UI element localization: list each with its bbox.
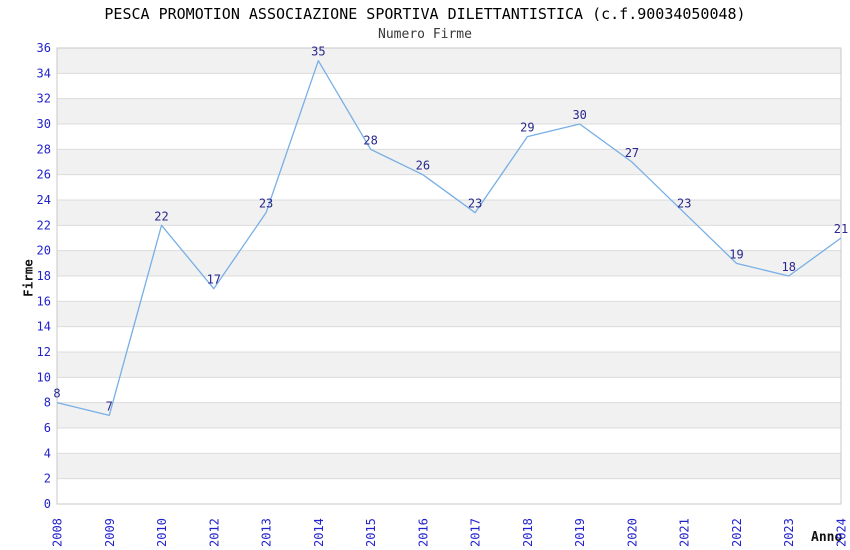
svg-text:2020: 2020	[625, 518, 639, 547]
svg-text:4: 4	[44, 446, 51, 460]
svg-text:26: 26	[37, 168, 51, 182]
plot-border	[56, 47, 842, 505]
svg-text:2021: 2021	[678, 518, 692, 547]
svg-text:2009: 2009	[103, 518, 117, 547]
svg-text:21: 21	[834, 222, 848, 236]
series-line	[56, 60, 842, 416]
svg-text:16: 16	[37, 294, 51, 308]
svg-text:22: 22	[37, 218, 51, 232]
svg-text:10: 10	[37, 370, 51, 384]
svg-text:24: 24	[37, 193, 51, 207]
svg-text:2013: 2013	[260, 518, 274, 547]
svg-text:2015: 2015	[364, 518, 378, 547]
svg-text:6: 6	[44, 421, 51, 435]
svg-text:2014: 2014	[312, 518, 326, 547]
svg-text:8: 8	[53, 387, 60, 401]
svg-text:2023: 2023	[782, 518, 796, 547]
svg-text:18: 18	[37, 269, 51, 283]
svg-text:17: 17	[207, 273, 221, 287]
svg-text:14: 14	[37, 320, 51, 334]
svg-text:34: 34	[37, 66, 51, 80]
svg-text:2018: 2018	[521, 518, 535, 547]
svg-text:32: 32	[37, 92, 51, 106]
svg-text:23: 23	[259, 197, 273, 211]
svg-text:20: 20	[37, 244, 51, 258]
svg-text:23: 23	[468, 197, 482, 211]
x-tick-labels: 2008 2009 2010 2012 2013 2014 2015 2016 2017 2018…	[51, 518, 849, 547]
svg-text:2017: 2017	[469, 518, 483, 547]
svg-text:36: 36	[37, 41, 51, 55]
svg-text:0: 0	[44, 497, 51, 511]
band-group	[57, 48, 841, 479]
svg-text:2012: 2012	[207, 518, 221, 547]
svg-text:2008: 2008	[51, 518, 65, 547]
svg-text:19: 19	[729, 247, 743, 261]
svg-text:23: 23	[677, 197, 691, 211]
svg-text:29: 29	[520, 121, 534, 135]
svg-text:28: 28	[37, 142, 51, 156]
svg-text:8: 8	[44, 396, 51, 410]
svg-text:2010: 2010	[155, 518, 169, 547]
svg-text:35: 35	[311, 45, 325, 59]
svg-text:26: 26	[416, 159, 430, 173]
svg-text:30: 30	[572, 108, 586, 122]
svg-text:2022: 2022	[730, 518, 744, 547]
svg-text:12: 12	[37, 345, 51, 359]
x-axis-title: Anno	[811, 530, 843, 545]
svg-text:2019: 2019	[573, 518, 587, 547]
svg-text:22: 22	[154, 209, 168, 223]
svg-text:27: 27	[625, 146, 639, 160]
svg-text:2016: 2016	[416, 518, 430, 547]
svg-text:30: 30	[37, 117, 51, 131]
data-labels: 8 7 22 17 23 35 28 26 23 29 30 27 23 19 18 21	[53, 45, 848, 414]
svg-text:2: 2	[44, 472, 51, 486]
svg-text:18: 18	[782, 260, 796, 274]
svg-text:28: 28	[363, 133, 377, 147]
chart-title: PESCA PROMOTION ASSOCIAZIONE SPORTIVA DI…	[104, 5, 746, 23]
svg-text:2024: 2024	[835, 518, 849, 547]
svg-text:7: 7	[106, 399, 113, 413]
chart-subtitle: Numero Firme	[378, 27, 472, 42]
